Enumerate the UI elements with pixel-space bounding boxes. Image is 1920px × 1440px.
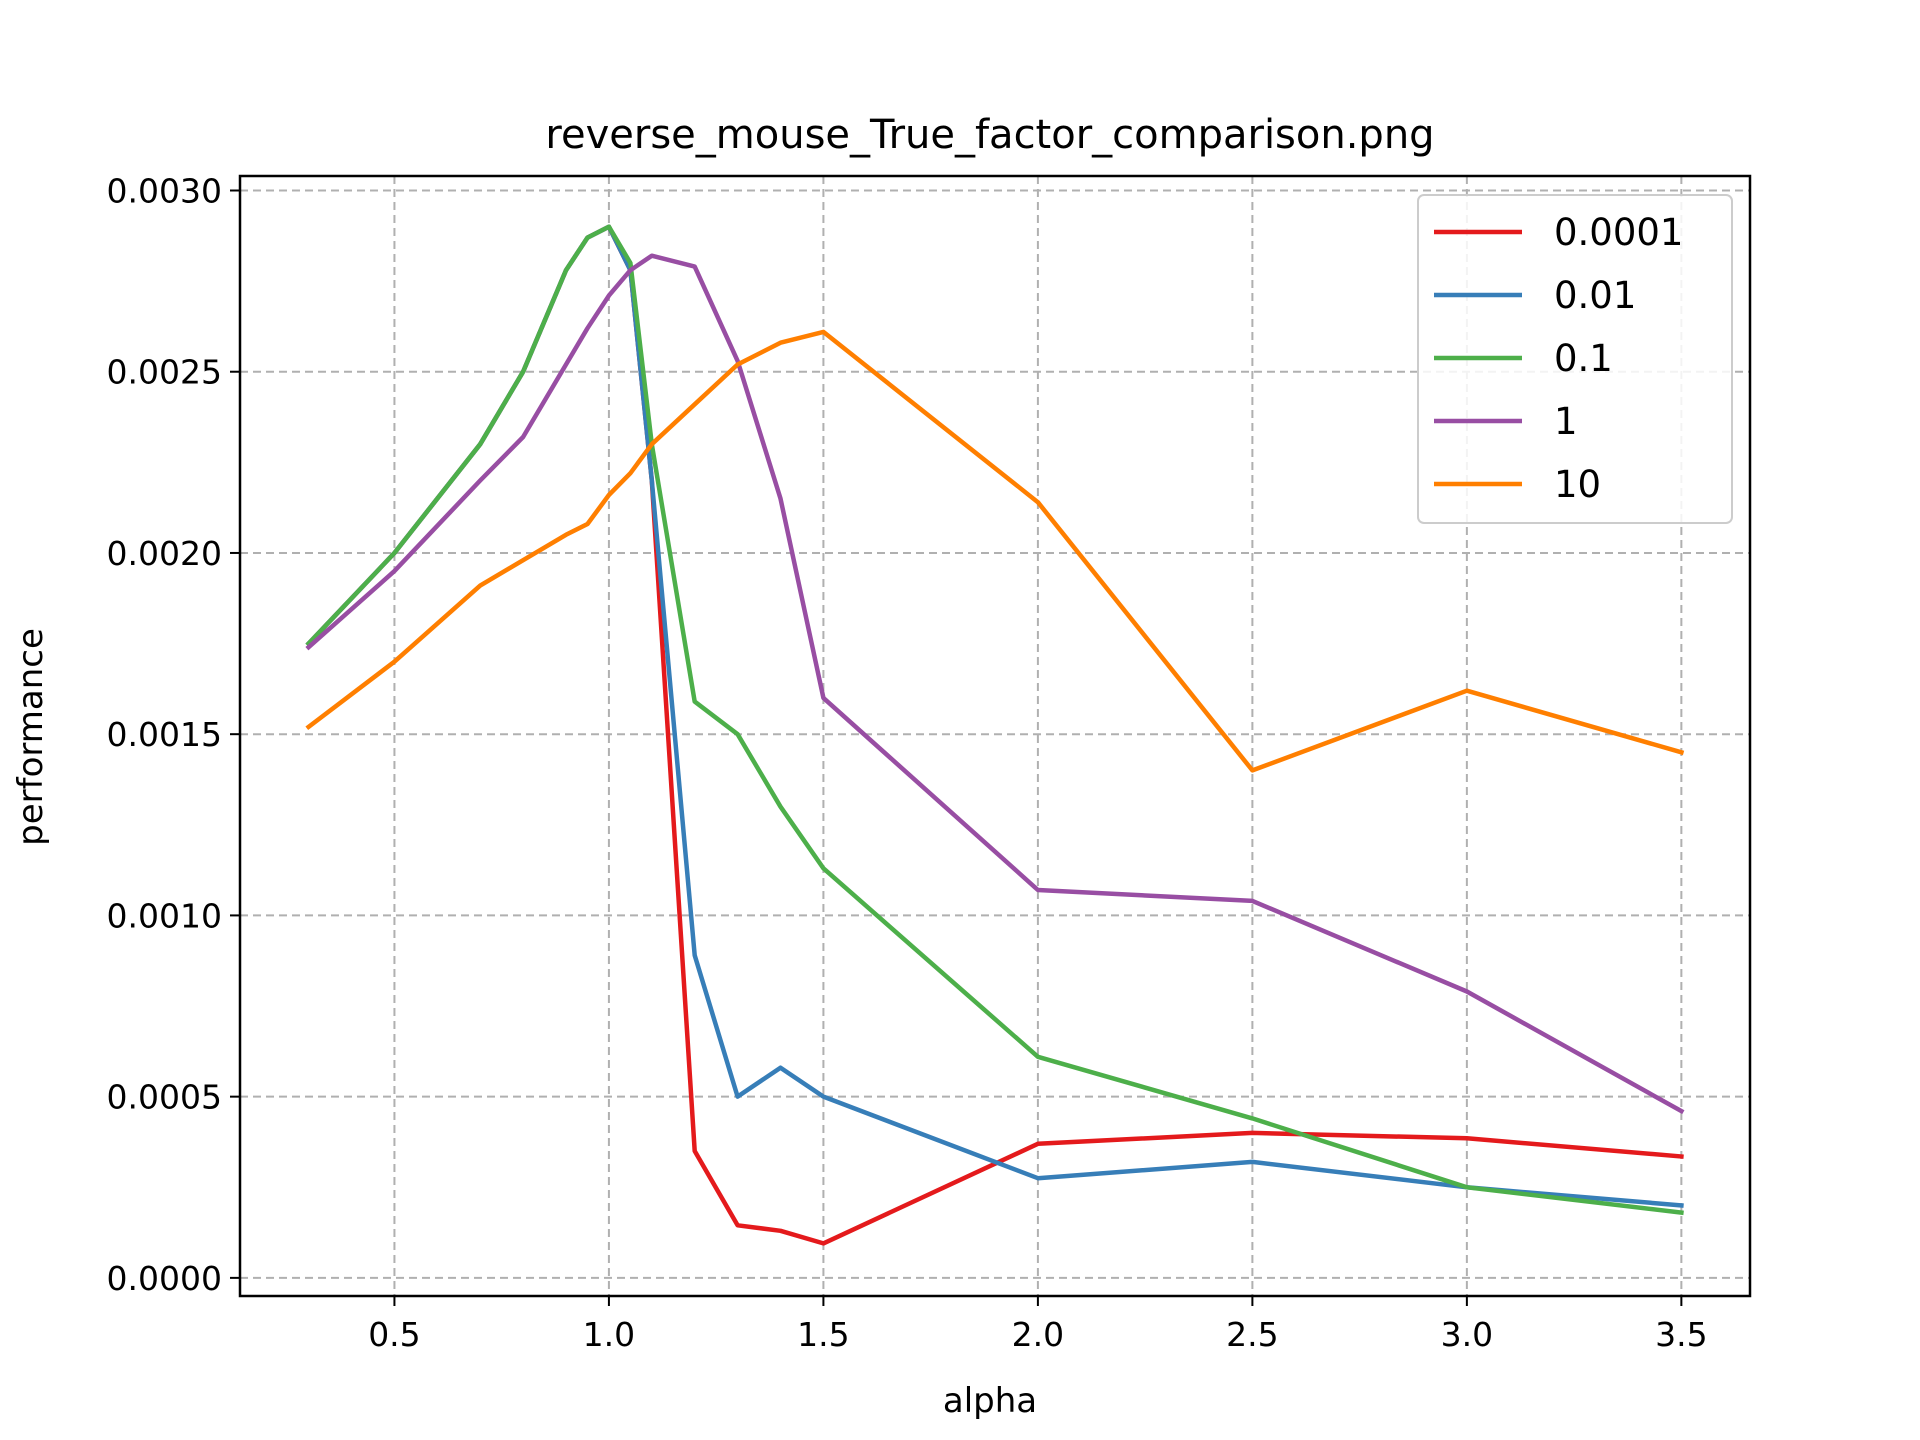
legend: 0.0001 0.01 0.1 1 10 — [1417, 194, 1733, 524]
series-line-1 — [305, 253, 1685, 1115]
y-tick-label: 0.0015 — [107, 715, 222, 754]
x-tick-label: 3.5 — [1655, 1315, 1707, 1354]
series-line-10 — [305, 329, 1685, 773]
series-lines — [305, 224, 1685, 1246]
plot-frame — [238, 174, 1752, 1298]
x-tick-label: 1.5 — [797, 1315, 849, 1354]
x-tick-label: 1.0 — [583, 1315, 635, 1354]
legend-label: 10 — [1554, 463, 1601, 506]
x-tick-label: 0.5 — [368, 1315, 420, 1354]
y-tick-label: 0.0000 — [107, 1259, 222, 1298]
grid — [240, 176, 1750, 1296]
chart-title: reverse_mouse_True_factor_comparison.png — [545, 112, 1434, 158]
legend-box — [1417, 194, 1733, 524]
x-tick-label: 3.0 — [1441, 1315, 1493, 1354]
legend-label: 0.01 — [1554, 274, 1636, 317]
y-tick-label: 0.0005 — [107, 1078, 222, 1117]
y-axis-ticks: 0.0000 0.0005 0.0010 0.0015 0.0020 0.0025 0.00… — [107, 171, 240, 1298]
legend-label: 1 — [1554, 400, 1578, 443]
x-tick-label: 2.0 — [1012, 1315, 1064, 1354]
x-tick-label: 2.5 — [1226, 1315, 1278, 1354]
legend-label: 0.0001 — [1554, 211, 1683, 254]
y-tick-label: 0.0020 — [107, 534, 222, 573]
y-tick-label: 0.0025 — [107, 353, 222, 392]
legend-label: 0.1 — [1554, 337, 1613, 380]
x-axis-label: alpha — [943, 1381, 1037, 1421]
y-tick-label: 0.0010 — [107, 896, 222, 935]
x-axis-ticks: 0.5 1.0 1.5 2.0 2.5 3.0 3.5 — [368, 1296, 1708, 1354]
y-tick-label: 0.0030 — [107, 171, 222, 210]
y-axis-label: performance — [11, 628, 51, 846]
